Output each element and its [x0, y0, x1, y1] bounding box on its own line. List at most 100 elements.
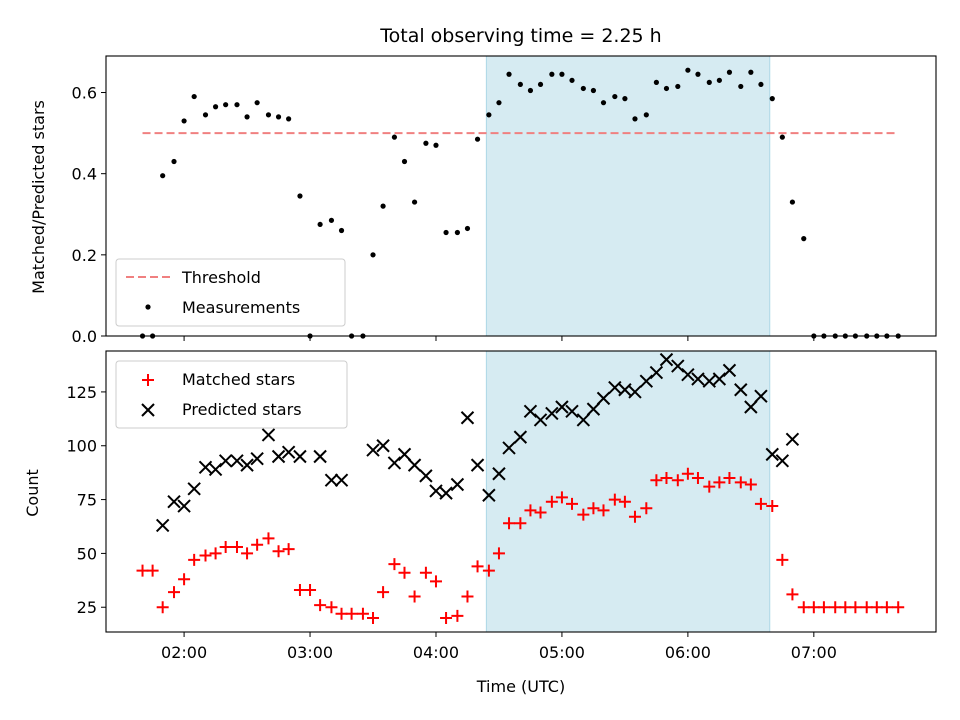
measurement-point [411, 199, 418, 205]
measurement-point [423, 140, 429, 146]
predicted-star-point [313, 449, 327, 464]
matched-star-point [650, 474, 663, 487]
count-points-layer [137, 354, 905, 625]
matched-star-point [608, 493, 621, 506]
matched-star-point [713, 476, 726, 489]
measurement-point [506, 71, 512, 77]
legend-predicted-label: Predicted stars [182, 400, 302, 419]
predicted-star-point [702, 374, 717, 388]
matched-star-point [723, 472, 736, 485]
matched-star-point [766, 500, 779, 513]
measurement-point [622, 96, 628, 102]
bottom-y-tick-label: 50 [77, 544, 97, 563]
measurement-point [801, 236, 807, 242]
predicted-star-point [470, 458, 485, 472]
measurement-point [286, 116, 292, 122]
top-y-tick-label: 0.6 [72, 84, 97, 103]
bottom-y-tick-label: 125 [66, 383, 97, 402]
measurement-point [171, 158, 177, 165]
predicted-star-point [177, 499, 191, 513]
matched-star-point [388, 558, 401, 571]
predicted-star-point [450, 477, 465, 492]
matched-star-point [534, 506, 547, 519]
predicted-star-point [387, 456, 402, 470]
predicted-star-point [671, 359, 685, 373]
matched-star-point [640, 502, 653, 515]
predicted-star-point [439, 486, 453, 500]
matched-star-point [482, 564, 495, 577]
predicted-star-point [545, 406, 559, 421]
matched-star-point [178, 573, 191, 586]
matched-star-point [367, 612, 380, 625]
measurement-point [527, 87, 534, 94]
predicted-star-point [366, 443, 380, 457]
predicted-star-point [261, 428, 276, 442]
matched-star-point [839, 601, 852, 614]
predicted-star-point [691, 372, 705, 386]
predicted-star-point [397, 447, 412, 462]
predicted-star-point [649, 365, 664, 380]
predicted-star-point [555, 400, 569, 414]
matched-star-point [577, 508, 590, 521]
predicted-star-point [218, 454, 233, 468]
measurement-point [758, 81, 764, 88]
matched-star-point [335, 607, 348, 620]
bottom-x-tick-label: 06:00 [665, 643, 711, 662]
x-axis-label: Time (UTC) [476, 677, 565, 696]
predicted-star-point [533, 413, 548, 427]
legend-threshold-label: Threshold [181, 268, 261, 287]
measurement-point [695, 71, 701, 77]
top-legend-frame [115, 258, 346, 327]
measurement-point [275, 114, 282, 120]
predicted-star-point [765, 447, 779, 462]
predicted-star-point [419, 469, 433, 483]
measurement-point [653, 79, 659, 85]
predicted-star-point [513, 430, 528, 444]
matched-star-point [377, 586, 390, 599]
matched-star-point [524, 504, 537, 517]
matched-star-point [776, 553, 789, 566]
predicted-star-point [722, 363, 737, 378]
matched-star-point [293, 584, 306, 597]
matched-star-point [168, 586, 181, 599]
predicted-star-point [734, 383, 748, 397]
matched-star-point [356, 607, 369, 620]
legend-measurements-swatch [145, 304, 151, 310]
predicted-star-point [460, 411, 475, 425]
predicted-star-point [324, 473, 339, 487]
matched-star-point [703, 480, 716, 493]
top-ticks-layer: 0.0 0.2 0.4 0.6 [72, 84, 815, 346]
matched-star-point [754, 497, 767, 510]
predicted-star-point [608, 380, 622, 395]
bottom-x-tick-label: 04:00 [413, 643, 459, 662]
matched-star-point [681, 467, 694, 480]
predicted-star-point [208, 462, 223, 477]
matched-star-point [314, 599, 327, 612]
measurement-point [685, 67, 691, 73]
matched-star-point [282, 543, 295, 556]
legend-measurements-label: Measurements [182, 298, 300, 317]
measurement-point [675, 83, 681, 90]
matched-star-point [272, 545, 285, 558]
measurement-point [726, 69, 733, 75]
predicted-star-point [744, 400, 758, 414]
measurement-point [391, 134, 398, 140]
measurement-point [643, 112, 649, 118]
measurement-point [454, 229, 460, 236]
predicted-star-point [198, 460, 213, 474]
measurement-point [779, 134, 785, 140]
measurement-point [223, 102, 229, 108]
bottom-y-tick-label: 100 [66, 437, 97, 456]
measurement-point [663, 85, 670, 92]
measurement-point [317, 221, 323, 228]
bottom-legend-frame [115, 360, 348, 429]
matched-star-point [870, 601, 883, 614]
top-axes-frame [105, 55, 937, 337]
matched-star-point [503, 517, 516, 530]
measurement-point [464, 225, 471, 232]
matched-star-point [691, 472, 704, 485]
measurement-point [517, 81, 523, 88]
measurement-point [433, 142, 439, 148]
matched-star-point [230, 540, 243, 553]
